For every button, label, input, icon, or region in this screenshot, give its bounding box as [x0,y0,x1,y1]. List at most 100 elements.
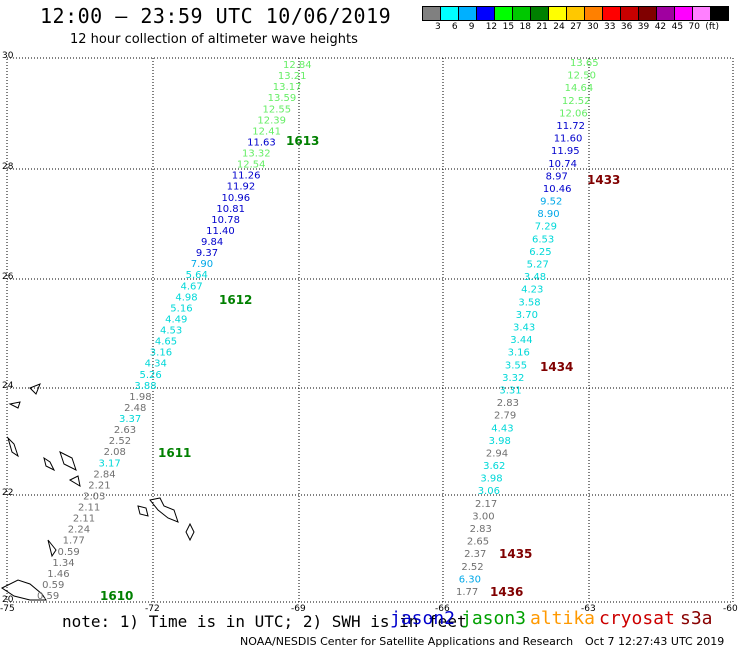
wave-height-label-east: 8.90 [537,209,559,220]
wave-height-label-east: 6.25 [529,247,551,258]
wave-height-label-west: 11.92 [227,182,256,193]
longitude-label: -72 [145,604,160,614]
wave-height-label-west: 2.52 [109,436,131,447]
wave-height-label-east: 12.06 [559,108,588,119]
wave-height-label-west: 1.34 [52,558,74,569]
wave-height-label-west: 1.98 [129,392,151,403]
wave-height-label-east: 3.31 [499,386,521,397]
wave-height-label-east: 2.83 [470,524,492,535]
longitude-label: -60 [723,604,738,614]
wave-height-label-east: 9.52 [540,197,562,208]
wave-height-label-east: 4.23 [521,285,543,296]
legend-tick-label: 9 [468,22,475,32]
coastline [43,456,56,472]
wave-height-label-west: 10.96 [222,193,251,204]
wave-height-label-east: 11.95 [551,146,580,157]
wave-height-label-west: 9.37 [196,248,218,259]
map-subtitle: 12 hour collection of altimeter wave hei… [70,32,358,47]
generation-timestamp: Oct 7 12:27:43 UTC 2019 [585,635,725,648]
pass-number-label: 1613 [286,134,319,148]
satellite-cryosat-label: cryosat [599,608,675,629]
wave-height-label-east: 2.79 [494,411,516,422]
legend-tick-label: 27 [570,22,582,32]
coastline [185,522,195,542]
satellite-s3a-label: s3a [680,608,713,629]
wave-height-label-east: 3.43 [513,323,535,334]
legend-tick-label: 3 [435,22,441,32]
wave-height-label-west: 5.64 [186,270,208,281]
wave-height-label-west: 12.54 [237,160,266,171]
wave-height-label-west: 2.84 [93,469,115,480]
wave-height-label-east: 5.27 [527,260,549,271]
wave-height-label-east: 8.97 [546,171,568,182]
wave-height-label-west: 5.26 [140,370,162,381]
wave-height-label-east: 3.44 [510,335,532,346]
wave-height-label-west: 10.78 [211,215,240,226]
latitude-label: 26 [2,272,14,282]
wave-height-label-east: 3.00 [472,511,494,522]
wave-height-label-east: 3.16 [508,348,530,359]
legend-tick-label: 70 [688,22,700,32]
wave-height-label-east: 6.30 [459,574,481,585]
wave-height-label-east: 2.83 [497,398,519,409]
wave-height-label-west: 3.88 [134,381,156,392]
wave-height-label-west: 9.84 [201,237,223,248]
coastline [47,539,57,558]
wave-height-label-west: 5.16 [170,303,192,314]
satellite-jason3-label: jason3 [461,608,527,629]
wave-height-label-west: 11.26 [232,171,261,182]
wave-height-label-east: 2.94 [486,449,508,460]
footer-note: note: 1) Time is in UTC; 2) SWH is in fe… [62,612,467,631]
wave-height-label-west: 4.98 [175,292,197,303]
coastline [8,401,21,409]
wave-height-label-east: 7.29 [535,222,557,233]
wave-height-label-east: 2.37 [464,549,486,560]
wave-height-label-east: 12.50 [567,71,596,82]
wave-height-label-west: 12.84 [283,60,312,71]
pass-number-label: 1434 [540,360,573,374]
wave-height-label-east: 4.43 [491,423,513,434]
wave-height-label-east: 10.46 [543,184,572,195]
wave-height-label-west: 0.59 [42,580,64,591]
wave-height-label-east: 1.77 [456,587,478,598]
latitude-label: 28 [2,162,14,172]
wave-height-label-west: 4.53 [160,326,182,337]
wave-height-label-west: 12.39 [257,115,286,126]
legend-tick-label: 45 [671,22,684,32]
wave-height-label-east: 3.58 [518,297,540,308]
latitude-label: 24 [2,381,14,391]
wave-height-label-east: 6.53 [532,234,554,245]
coastline [137,505,149,517]
wave-height-label-west: 13.59 [268,93,297,104]
latitude-label: 22 [2,488,13,498]
wave-height-label-east: 3.98 [489,436,511,447]
coastline [29,383,41,395]
legend-tick-label: 21 [536,22,548,32]
color-scale-legend [422,6,729,21]
wave-height-label-west: 0.59 [58,547,80,558]
latitude-label: 30 [2,51,14,61]
wave-height-label-west: 2.48 [124,403,146,414]
wave-height-label-east: 3.32 [502,373,524,384]
legend-tick-label: 6 [451,22,458,32]
pass-number-label: 1433 [587,173,620,187]
map-title: 12:00 – 23:59 UTC 10/06/2019 [40,4,392,28]
wave-height-label-west: 2.11 [78,503,100,514]
wave-height-label-east: 2.52 [461,562,483,573]
legend-tick-label: 36 [620,22,633,32]
wave-height-label-west: 2.11 [73,514,95,525]
satellite-altika-label: altika [530,608,596,629]
wave-height-label-west: 10.81 [216,204,245,215]
coastline [59,451,77,471]
coastline [149,497,179,523]
wave-height-label-east: 13.65 [570,58,599,69]
wave-height-label-west: 4.65 [155,337,177,348]
wave-height-label-west: 11.63 [247,137,276,148]
wave-height-label-east: 3.70 [516,310,538,321]
coastline [68,475,81,488]
wave-height-label-west: 2.63 [114,425,136,436]
wave-height-label-east: 11.72 [556,121,585,132]
color-scale-ticks: 3 6 9 12 15 18 21 24 27 30 33 36 39 42 45 70 (ft) [423,22,740,34]
legend-tick-label: 15 [502,22,515,32]
wave-height-label-east: 2.65 [467,537,489,548]
